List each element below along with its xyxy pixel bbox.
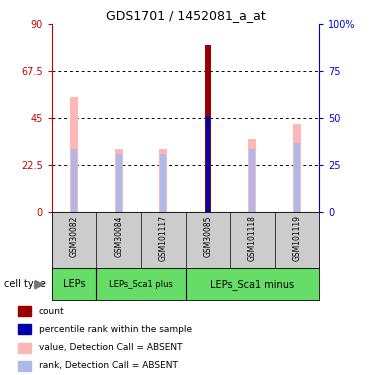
Text: count: count (39, 306, 64, 315)
Bar (115, 149, 123, 212)
Text: GSM101118: GSM101118 (248, 215, 257, 261)
Text: value, Detection Call = ABSENT: value, Detection Call = ABSENT (39, 343, 182, 352)
Text: GSM30085: GSM30085 (203, 215, 212, 257)
Bar (19, 306, 31, 316)
Text: LEPs: LEPs (63, 279, 85, 289)
Bar (293, 124, 301, 212)
Bar (116, 153, 122, 212)
Bar (294, 143, 300, 212)
Bar (205, 45, 211, 212)
Bar (71, 149, 77, 212)
Bar (206, 116, 210, 212)
Bar (19, 361, 31, 371)
Bar (70, 97, 78, 212)
Bar (249, 149, 255, 212)
Text: LEPs_Sca1 minus: LEPs_Sca1 minus (210, 279, 294, 290)
Text: ▶: ▶ (35, 278, 45, 291)
Bar (19, 342, 31, 352)
Text: percentile rank within the sample: percentile rank within the sample (39, 325, 192, 334)
Text: rank, Detection Call = ABSENT: rank, Detection Call = ABSENT (39, 362, 177, 370)
Bar (160, 153, 166, 212)
Bar (159, 149, 167, 212)
Text: GSM101119: GSM101119 (292, 215, 301, 261)
Text: GSM30082: GSM30082 (70, 215, 79, 256)
Text: GSM30084: GSM30084 (114, 215, 123, 257)
Text: GSM101117: GSM101117 (159, 215, 168, 261)
Bar (19, 324, 31, 334)
Bar (248, 139, 256, 212)
Title: GDS1701 / 1452081_a_at: GDS1701 / 1452081_a_at (106, 9, 265, 22)
Text: cell type: cell type (4, 279, 46, 289)
Text: LEPs_Sca1 plus: LEPs_Sca1 plus (109, 280, 173, 289)
